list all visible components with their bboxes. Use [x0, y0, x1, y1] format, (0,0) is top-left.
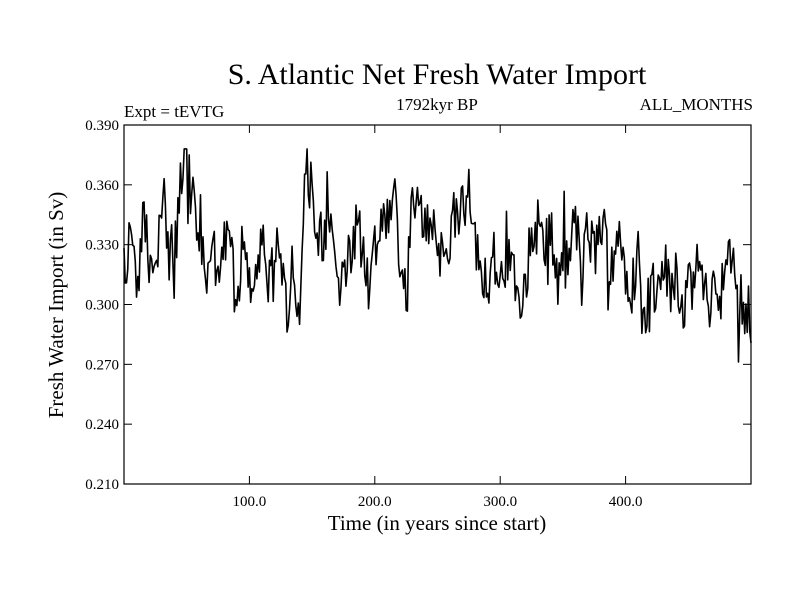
- y-axis-ticks: 0.210 0.240 0.270 0.300 0.330 0.360 0.390: [85, 118, 751, 493]
- x-tick-label: 100.0: [233, 494, 267, 510]
- x-axis-ticks: 100.0 200.0 300.0 400.0: [233, 125, 643, 510]
- y-tick-label: 0.300: [85, 298, 119, 314]
- x-tick-label: 400.0: [609, 494, 643, 510]
- x-tick-label: 200.0: [358, 494, 392, 510]
- y-tick-label: 0.210: [85, 477, 119, 493]
- chart-title: S. Atlantic Net Fresh Water Import: [228, 58, 647, 91]
- subtitle-right: ALL_MONTHS: [640, 95, 753, 114]
- y-tick-label: 0.330: [85, 238, 119, 254]
- y-tick-label: 0.240: [85, 417, 119, 433]
- x-axis-label: Time (in years since start): [328, 511, 547, 535]
- series-line-fresh-water-import: [123, 148, 752, 363]
- y-tick-label: 0.360: [85, 178, 119, 194]
- y-tick-label: 0.390: [85, 118, 119, 134]
- subtitle-left: Expt = tEVTG: [124, 102, 224, 121]
- subtitle-center: 1792kyr BP: [396, 95, 478, 114]
- y-axis-label: Fresh Water Import (in Sv): [44, 192, 68, 419]
- x-tick-label: 300.0: [483, 494, 517, 510]
- y-tick-label: 0.270: [85, 357, 119, 373]
- plot-frame: [123, 124, 752, 485]
